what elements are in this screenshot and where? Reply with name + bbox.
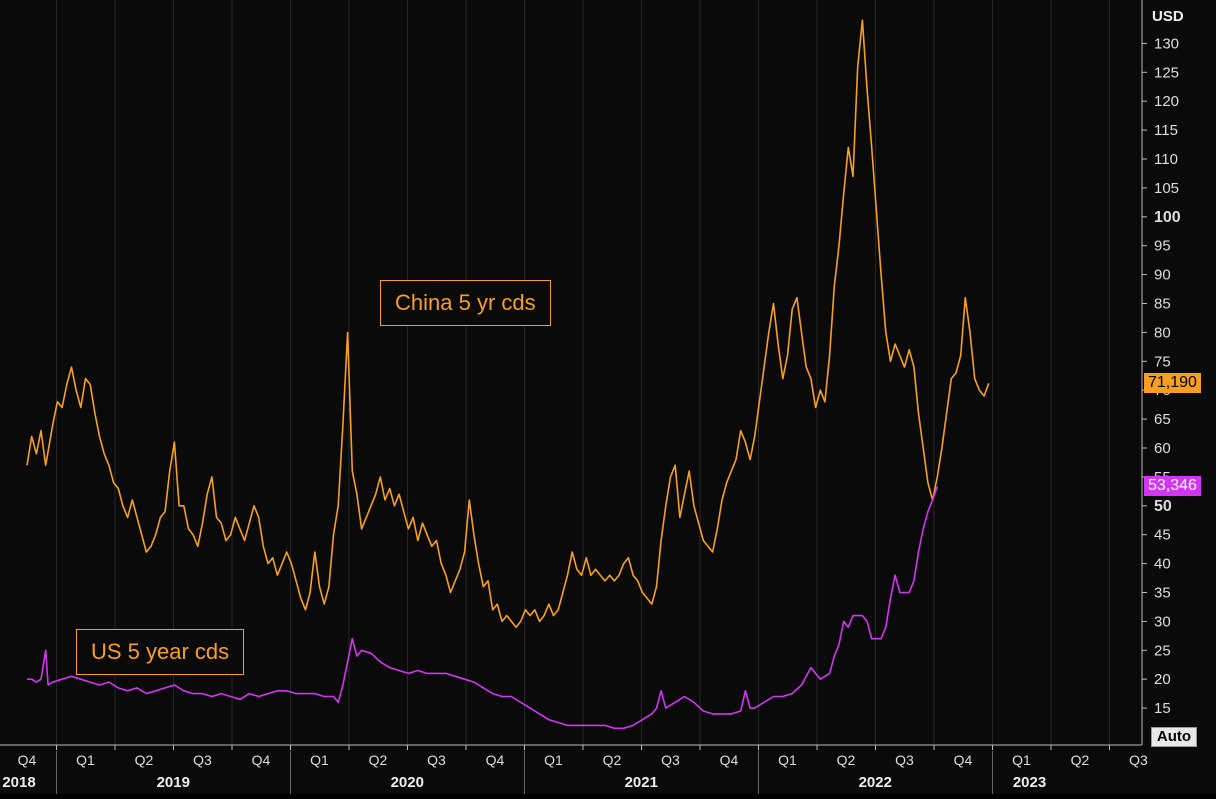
y-ticks: 1520253035404550556065707580859095100105…	[1142, 35, 1181, 717]
x-quarter-label: Q2	[135, 752, 154, 768]
x-year-label: 2022	[859, 774, 892, 791]
y-tick-label: 80	[1154, 324, 1171, 341]
x-year-label: 2023	[1013, 774, 1046, 791]
x-ticks: Q4 Q1 Q2 Q3 Q4 Q1 Q2 Q3 Q4 Q1 Q2 Q3 Q4 Q1 Q2 Q3 Q4 Q1 Q2 Q3…	[2, 745, 1148, 794]
y-tick-label: 110	[1154, 151, 1178, 168]
us-annotation: US 5 year cds	[76, 629, 245, 675]
x-year-label: 2021	[625, 774, 658, 791]
x-quarter-label: Q4	[252, 752, 271, 768]
x-quarter-label: Q3	[427, 752, 446, 768]
y-tick-label: 65	[1154, 411, 1171, 428]
x-quarter-label: Q2	[1071, 752, 1090, 768]
y-tick-label: 90	[1154, 267, 1171, 284]
x-quarter-label: Q4	[18, 752, 37, 768]
x-quarter-label: Q4	[720, 752, 739, 768]
x-quarter-label: Q2	[837, 752, 856, 768]
y-tick-label: 50	[1154, 498, 1172, 515]
y-tick-label: 45	[1154, 527, 1171, 544]
x-quarter-label: Q3	[661, 752, 680, 768]
auto-scale-button[interactable]: Auto	[1151, 727, 1197, 747]
x-quarter-label: Q1	[310, 752, 329, 768]
y-tick-label: 120	[1154, 93, 1179, 110]
x-quarter-label: Q1	[778, 752, 797, 768]
y-tick-label: 35	[1154, 585, 1171, 602]
y-tick-label: 130	[1154, 35, 1179, 52]
x-quarter-label: Q2	[603, 752, 622, 768]
y-tick-label: 30	[1154, 613, 1171, 630]
us-cds-line	[27, 486, 939, 730]
x-quarter-label: Q3	[895, 752, 914, 768]
x-quarter-label: Q3	[193, 752, 212, 768]
china-last-value-tag: 71,190	[1144, 373, 1201, 394]
vertical-grid	[56, 0, 1110, 745]
series-lines	[26, 19, 990, 730]
x-quarter-label: Q1	[1012, 752, 1031, 768]
x-year-label: 2019	[157, 774, 190, 791]
x-year-label: 2018	[2, 774, 35, 791]
y-tick-label: 25	[1154, 642, 1171, 659]
y-tick-label: 115	[1154, 122, 1178, 139]
china-cds-line	[26, 19, 990, 628]
x-quarter-label: Q2	[369, 752, 388, 768]
china-annotation: China 5 yr cds	[380, 280, 551, 326]
x-quarter-label: Q1	[76, 752, 95, 768]
y-tick-label: 20	[1154, 671, 1171, 688]
x-quarter-label: Q4	[954, 752, 973, 768]
y-tick-label: 15	[1154, 700, 1171, 717]
y-tick-label: 100	[1154, 209, 1181, 226]
y-tick-label: 40	[1154, 556, 1171, 573]
axes: USD	[0, 0, 1184, 746]
x-quarter-label: Q3	[1129, 752, 1148, 768]
x-quarter-label: Q4	[486, 752, 505, 768]
us-last-value-tag: 53,346	[1144, 476, 1201, 497]
y-unit-label: USD	[1152, 8, 1184, 25]
x-year-label: 2020	[391, 774, 424, 791]
y-tick-label: 60	[1154, 440, 1171, 457]
y-tick-label: 75	[1154, 353, 1171, 370]
y-tick-label: 105	[1154, 180, 1179, 197]
y-tick-label: 85	[1154, 296, 1171, 313]
y-tick-label: 125	[1154, 64, 1179, 81]
x-quarter-label: Q1	[544, 752, 563, 768]
y-tick-label: 95	[1154, 238, 1171, 255]
